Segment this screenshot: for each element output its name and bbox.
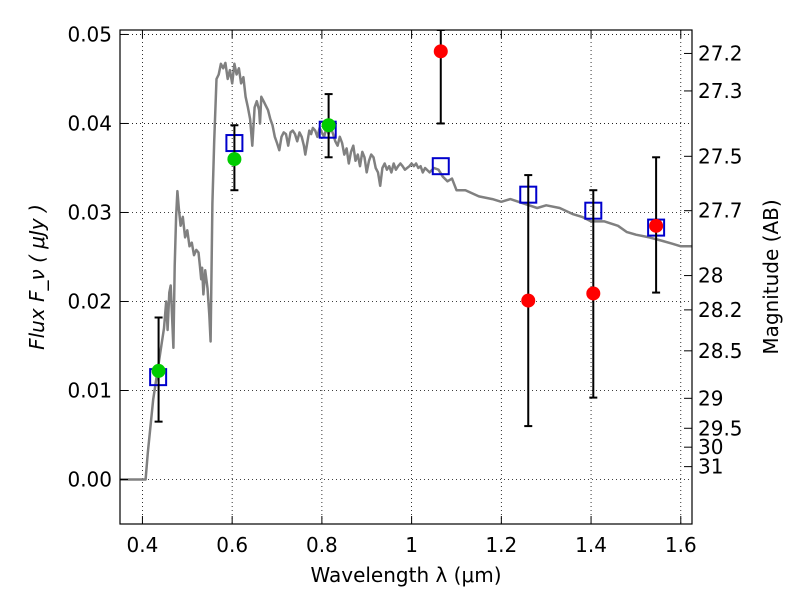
y-axis-label: Flux F_ν ( μJy ) — [25, 204, 49, 350]
y-tick-label: 0.03 — [67, 200, 112, 224]
y-tick-label: 0.02 — [67, 289, 112, 313]
x-tick-label: 1.6 — [665, 533, 697, 557]
x-tick-label: 0.4 — [127, 533, 159, 557]
y2-tick-label: 30 — [698, 435, 723, 459]
y2-tick-label: 28.2 — [698, 298, 743, 322]
red-data-point — [521, 293, 536, 308]
green-data-point — [151, 363, 166, 378]
x-axis-label: Wavelength λ (μm) — [310, 563, 501, 587]
y-tick-label: 0.01 — [67, 378, 112, 402]
x-tick-label: 1.2 — [485, 533, 517, 557]
model-spectrum-line — [120, 61, 692, 481]
y2-tick-label: 31 — [698, 455, 723, 479]
x-tick-label: 0.8 — [306, 533, 338, 557]
y2-tick-label: 28.5 — [698, 339, 743, 363]
grid — [120, 30, 692, 524]
plot-frame — [119, 29, 693, 525]
data-layer — [120, 30, 692, 481]
red-data-point — [649, 218, 664, 233]
red-data-point — [586, 286, 601, 301]
y2-tick-label: 27.3 — [698, 79, 743, 103]
y-tick-label: 0.05 — [67, 22, 112, 46]
x-tick-label: 1 — [405, 533, 418, 557]
tick-labels: 0.4 0.6 0.8 1 1.2 1.4 1.6 0.00 0.01 0.02 0.03 0.04 0… — [67, 22, 742, 557]
y2-axis-label: Magnitude (AB) — [759, 199, 783, 354]
y2-tick-label: 27.2 — [698, 41, 743, 65]
y-tick-label: 0.04 — [67, 111, 112, 135]
green-data-point — [321, 118, 336, 133]
green-data-point — [227, 152, 242, 167]
y2-tick-label: 29.5 — [698, 416, 743, 440]
y2-tick-label: 27.5 — [698, 144, 743, 168]
model-photometry-square — [431, 157, 450, 176]
red-data-point — [433, 44, 448, 59]
y2-tick-label: 29 — [698, 386, 723, 410]
y-tick-label: 0.00 — [67, 467, 112, 491]
y2-tick-label: 27.7 — [698, 199, 743, 223]
x-tick-label: 1.4 — [575, 533, 607, 557]
y2-tick-label: 28 — [698, 264, 723, 288]
ticks — [120, 30, 692, 524]
x-tick-label: 0.6 — [216, 533, 248, 557]
